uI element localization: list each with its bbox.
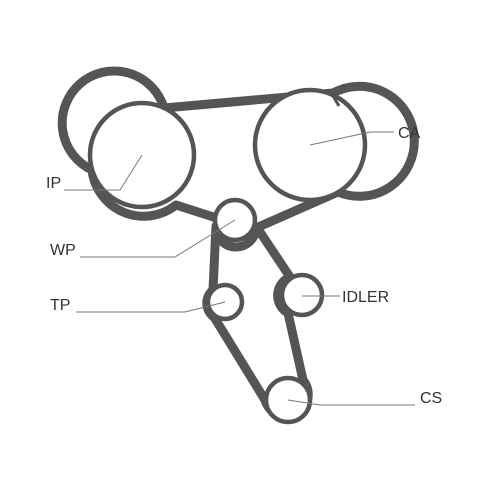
label-ip: IP [46, 175, 61, 192]
label-wp: WP [50, 242, 76, 259]
label-cs: CS [420, 390, 442, 407]
label-ca: CA [398, 125, 421, 142]
label-idler: IDLER [342, 289, 389, 306]
label-tp: TP [50, 297, 70, 314]
pulley-idler [282, 275, 322, 315]
